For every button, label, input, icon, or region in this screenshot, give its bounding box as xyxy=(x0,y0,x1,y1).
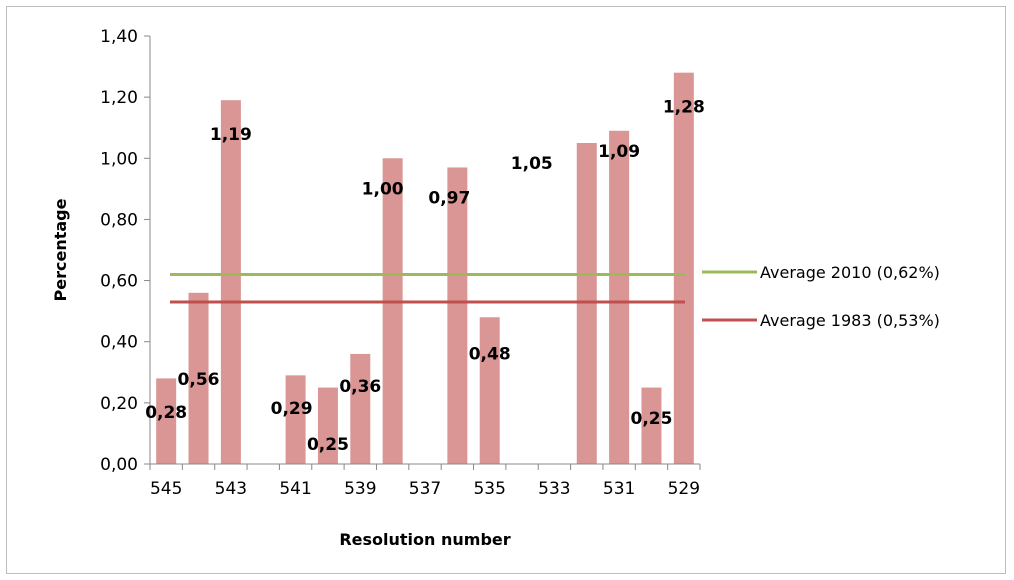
y-tick-label: 1,40 xyxy=(100,27,138,47)
bar xyxy=(220,100,241,464)
data-label: 1,19 xyxy=(210,125,252,145)
data-label: 0,36 xyxy=(339,377,381,397)
legend-label: Average 1983 (0,53%) xyxy=(760,311,940,330)
bar xyxy=(609,130,630,464)
data-label: 1,05 xyxy=(511,154,553,174)
data-labels: 0,28 0,56 1,19 0,29 0,25 0,36 1,00 0,97 0,48 1,05… xyxy=(145,98,705,455)
data-label: 0,56 xyxy=(178,370,220,390)
x-tick-label: 533 xyxy=(538,479,570,499)
data-label: 1,09 xyxy=(598,142,640,162)
data-label: 1,00 xyxy=(362,179,404,199)
x-tick-label: 543 xyxy=(215,479,247,499)
data-label: 0,28 xyxy=(145,403,187,423)
data-label: 0,48 xyxy=(469,344,511,364)
reference-lines xyxy=(170,272,685,304)
y-tick-label: 0,20 xyxy=(100,394,138,414)
x-tick-label: 535 xyxy=(473,479,505,499)
bar xyxy=(317,387,338,464)
bars xyxy=(156,72,694,465)
x-tick-label: 531 xyxy=(603,479,635,499)
y-tick-label: 1,00 xyxy=(100,149,138,169)
bar xyxy=(447,167,468,464)
y-axis-ticks: 0,00 0,20 0,40 0,60 0,80 1,00 1,20 1,40 xyxy=(100,27,150,475)
y-tick-label: 0,60 xyxy=(100,272,138,292)
bar xyxy=(188,292,209,464)
bar xyxy=(479,317,500,464)
bar xyxy=(382,158,403,465)
bar xyxy=(576,143,597,464)
x-tick-label: 529 xyxy=(668,479,700,499)
legend-label: Average 2010 (0,62%) xyxy=(760,263,940,282)
y-tick-label: 0,40 xyxy=(100,333,138,353)
y-tick-label: 0,80 xyxy=(100,210,138,230)
x-tick-label: 545 xyxy=(150,479,182,499)
y-tick-label: 0,00 xyxy=(100,455,138,475)
data-label: 1,28 xyxy=(663,98,705,118)
bar xyxy=(673,72,694,464)
bar xyxy=(285,375,306,464)
data-label: 0,25 xyxy=(630,409,672,429)
x-tick-label: 541 xyxy=(279,479,311,499)
bar xyxy=(641,387,662,464)
x-tick-label: 539 xyxy=(344,479,376,499)
chart-frame xyxy=(6,6,1006,574)
bar xyxy=(350,353,371,464)
x-axis-title: Resolution number xyxy=(339,530,510,549)
y-axis-title: Percentage xyxy=(51,198,70,301)
x-axis-ticks: 545 543 541 539 537 535 533 531 529 xyxy=(149,464,701,499)
y-tick-label: 1,20 xyxy=(100,88,138,108)
data-label: 0,29 xyxy=(271,399,313,419)
data-label: 0,97 xyxy=(428,188,470,208)
bar xyxy=(156,378,177,464)
legend: Average 2010 (0,62%) Average 1983 (0,53%) xyxy=(702,263,940,330)
data-label: 0,25 xyxy=(307,435,349,455)
x-tick-label: 537 xyxy=(409,479,441,499)
